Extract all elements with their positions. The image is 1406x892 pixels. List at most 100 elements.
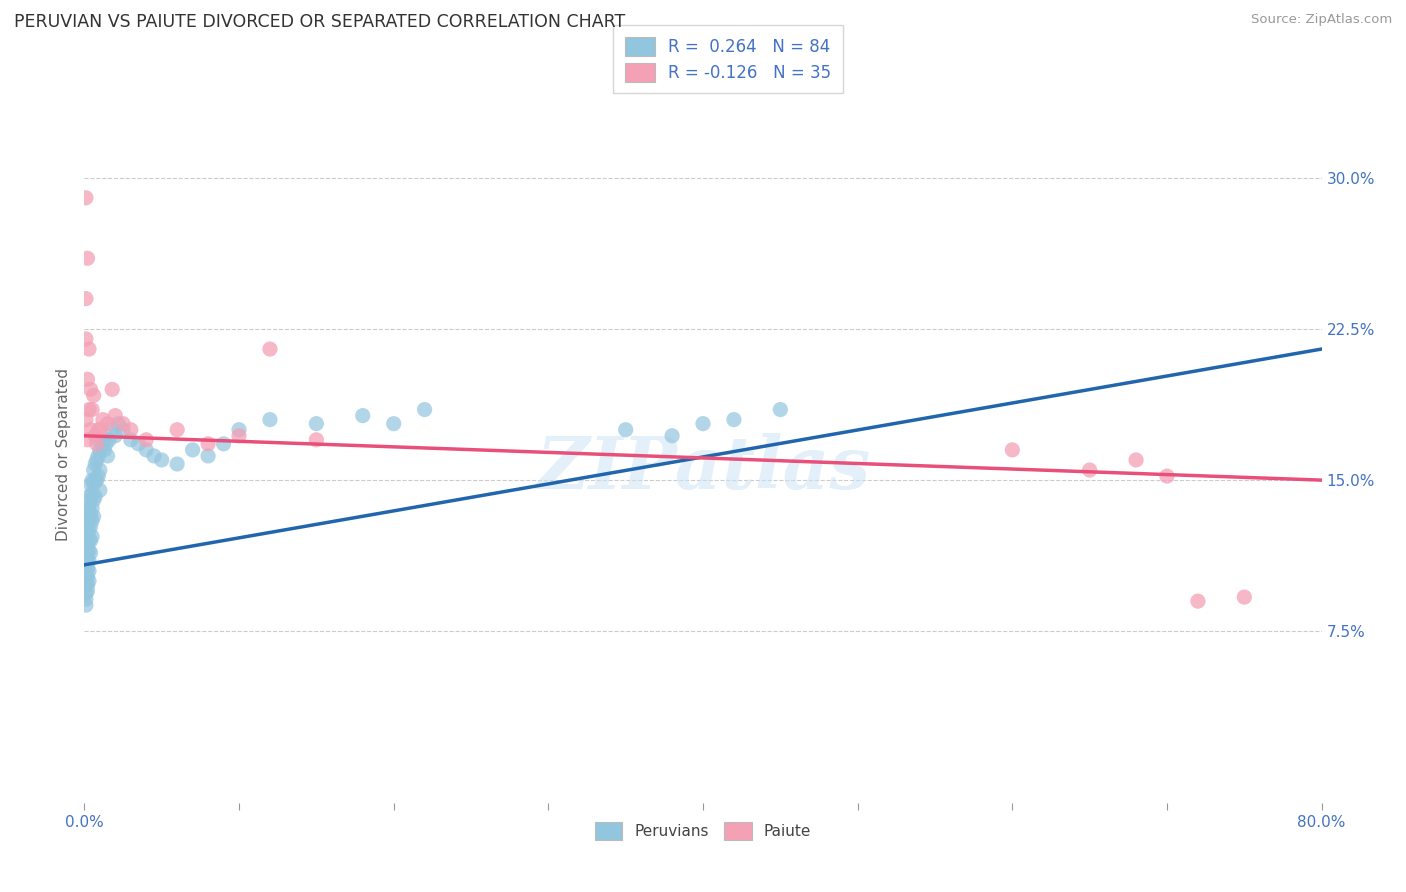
Point: [112, 423, 135, 437]
Point: [75, 332, 97, 346]
Point: [77, 524, 100, 538]
Point: [212, 437, 235, 451]
Point: [76, 554, 98, 568]
Point: [79, 519, 101, 533]
Point: [1156, 469, 1178, 483]
Point: [86, 453, 108, 467]
Point: [89, 463, 111, 477]
Point: [82, 473, 104, 487]
Point: [305, 433, 328, 447]
Point: [661, 429, 683, 443]
Point: [104, 409, 127, 423]
Point: [75, 578, 97, 592]
Point: [228, 429, 250, 443]
Point: [79, 423, 101, 437]
Point: [82, 530, 104, 544]
Point: [79, 533, 101, 548]
Point: [75, 570, 97, 584]
Point: [76, 433, 98, 447]
Point: [104, 429, 127, 443]
Point: [1125, 453, 1147, 467]
Point: [107, 417, 129, 431]
Point: [77, 501, 100, 516]
Point: [76, 252, 98, 266]
Point: [75, 564, 97, 578]
Point: [77, 574, 100, 588]
Point: [77, 564, 100, 578]
Point: [76, 546, 98, 560]
Point: [197, 449, 219, 463]
Point: [120, 423, 142, 437]
Point: [83, 509, 105, 524]
Point: [84, 473, 107, 487]
Point: [82, 487, 104, 501]
Point: [77, 554, 100, 568]
Point: [75, 412, 97, 426]
Y-axis label: Divorced or Separated: Divorced or Separated: [56, 368, 72, 541]
Point: [120, 433, 142, 447]
Point: [76, 578, 98, 592]
Point: [135, 433, 157, 447]
Point: [94, 437, 117, 451]
Point: [259, 342, 281, 356]
Point: [75, 524, 97, 538]
Point: [305, 417, 328, 431]
Point: [76, 584, 98, 599]
Point: [83, 477, 105, 491]
Point: [614, 423, 637, 437]
Point: [76, 538, 98, 552]
Point: [90, 437, 112, 451]
Point: [79, 477, 101, 491]
Point: [135, 442, 157, 457]
Point: [76, 530, 98, 544]
Point: [101, 383, 124, 397]
Point: [79, 493, 101, 508]
Point: [76, 517, 98, 532]
Point: [166, 423, 188, 437]
Point: [77, 342, 100, 356]
Point: [86, 473, 108, 487]
Point: [75, 598, 97, 612]
Text: Source: ZipAtlas.com: Source: ZipAtlas.com: [1251, 13, 1392, 27]
Point: [77, 402, 100, 417]
Point: [86, 437, 108, 451]
Point: [76, 562, 98, 576]
Point: [75, 592, 97, 607]
Point: [692, 417, 714, 431]
Point: [89, 442, 111, 457]
Point: [1001, 442, 1024, 457]
Point: [84, 489, 107, 503]
Point: [352, 409, 374, 423]
Point: [87, 449, 110, 463]
Text: ZIPatlas: ZIPatlas: [536, 434, 870, 504]
Point: [1233, 590, 1256, 604]
Point: [77, 489, 100, 503]
Point: [84, 457, 107, 471]
Point: [75, 191, 97, 205]
Point: [723, 412, 745, 426]
Point: [96, 417, 118, 431]
Text: PERUVIAN VS PAIUTE DIVORCED OR SEPARATED CORRELATION CHART: PERUVIAN VS PAIUTE DIVORCED OR SEPARATED…: [14, 13, 626, 31]
Point: [1187, 594, 1209, 608]
Point: [77, 543, 100, 558]
Point: [91, 412, 114, 426]
Point: [79, 508, 101, 522]
Point: [259, 412, 281, 426]
Point: [228, 423, 250, 437]
Point: [79, 383, 101, 397]
Point: [75, 586, 97, 600]
Point: [84, 429, 107, 443]
Point: [82, 513, 104, 527]
Point: [127, 437, 149, 451]
Point: [101, 423, 124, 437]
Point: [83, 388, 105, 402]
Point: [1078, 463, 1101, 477]
Point: [83, 493, 105, 508]
Point: [413, 402, 436, 417]
Point: [181, 442, 204, 457]
Point: [112, 417, 135, 431]
Point: [82, 402, 104, 417]
Point: [75, 292, 97, 306]
Point: [382, 417, 405, 431]
Point: [197, 437, 219, 451]
